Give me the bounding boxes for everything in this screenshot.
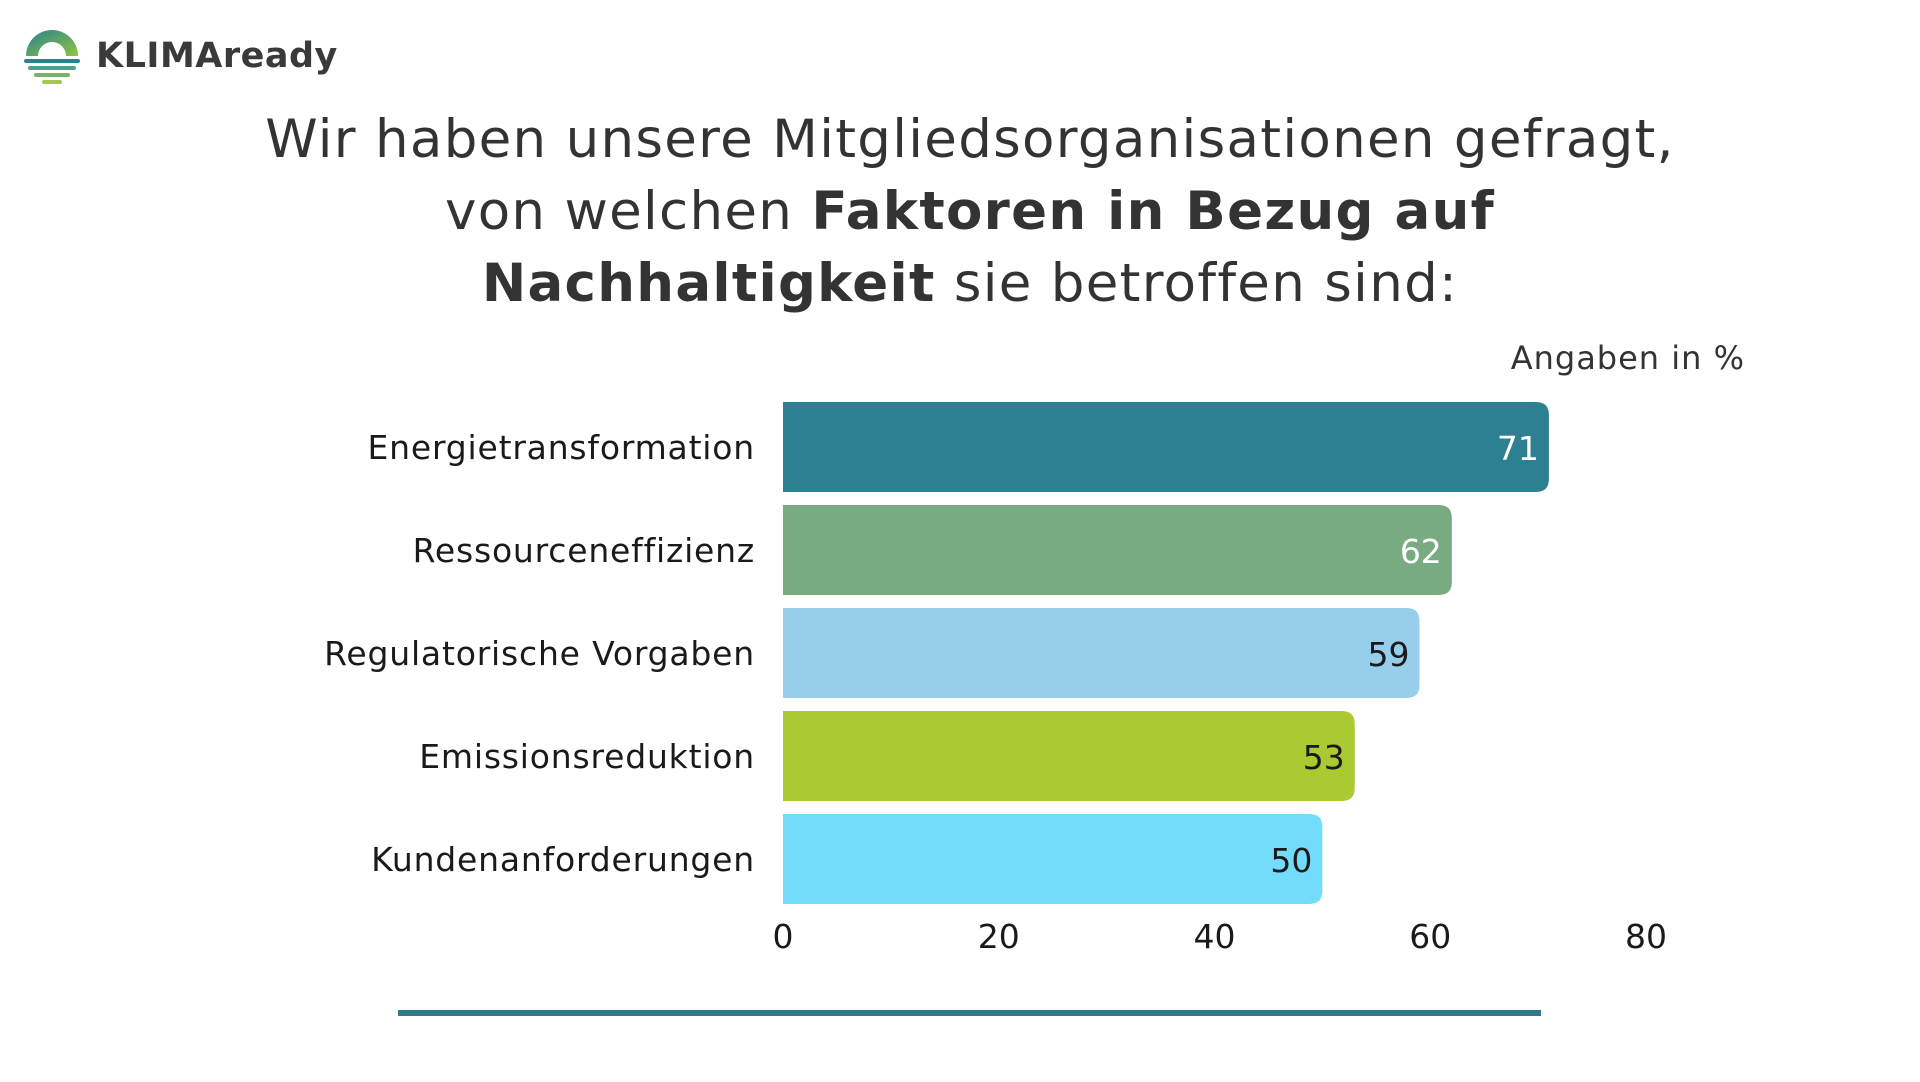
title-line-2-bold: Faktoren in Bezug auf	[811, 181, 1495, 242]
value-label-5: 50	[1270, 841, 1312, 880]
x-tick-label-1: 0	[773, 917, 794, 956]
unit-note: Angaben in %	[1511, 339, 1745, 377]
bar-4	[783, 711, 1355, 801]
title-line-2: von welchen Faktoren in Bezug auf	[0, 176, 1920, 248]
bar-5	[783, 814, 1323, 904]
bar-chart: Angaben in % Energietransformation 71 Resso…	[324, 339, 1745, 956]
x-tick-label-2: 20	[978, 917, 1020, 956]
bar-1	[783, 402, 1549, 492]
klimaready-logo-icon	[24, 30, 80, 84]
category-label-1: Energietransformation	[368, 428, 756, 467]
title-line-3-bold: Nachhaltigkeit	[481, 253, 936, 314]
value-label-1: 71	[1497, 429, 1539, 468]
x-tick-label-4: 60	[1409, 917, 1451, 956]
bar-2	[783, 505, 1452, 595]
category-label-3: Regulatorische Vorgaben	[324, 634, 755, 673]
value-label-3: 59	[1367, 635, 1409, 674]
x-tick-label-5: 80	[1625, 917, 1667, 956]
x-tick-label-3: 40	[1194, 917, 1236, 956]
brand-name: KLIMAready	[96, 36, 338, 76]
page-title: Wir haben unsere Mitgliedsorganisationen…	[0, 104, 1920, 320]
category-label-4: Emissionsreduktion	[419, 737, 755, 776]
title-line-3: Nachhaltigkeit sie betroffen sind:	[0, 248, 1920, 320]
footer-divider	[398, 1010, 1541, 1016]
value-label-2: 62	[1400, 532, 1442, 571]
bar-3	[783, 608, 1420, 698]
brand-logo: KLIMAready	[22, 26, 338, 86]
category-label-5: Kundenanforderungen	[371, 840, 755, 879]
value-label-4: 53	[1303, 738, 1345, 777]
title-line-1: Wir haben unsere Mitgliedsorganisationen…	[265, 109, 1675, 170]
category-label-2: Ressourceneffizienz	[413, 531, 755, 570]
title-line-2-plain: von welchen	[445, 181, 812, 242]
title-line-3-plain: sie betroffen sind:	[935, 253, 1459, 314]
